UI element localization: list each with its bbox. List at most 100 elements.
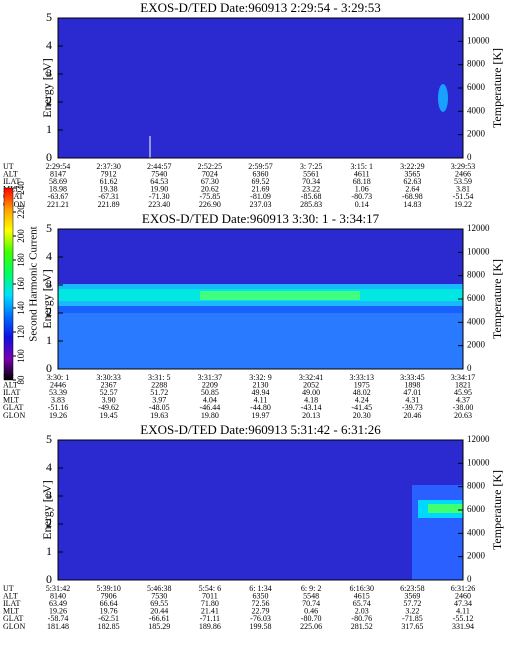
row-label: GLAT [3, 614, 24, 623]
table-cell: 3:31: 5 [148, 373, 170, 382]
colorbar-tick-label: 200 [16, 229, 26, 243]
y2-tick-label: 12000 [467, 223, 490, 233]
table-cell: 19.76 [100, 607, 118, 616]
table-cell: 53.39 [49, 388, 67, 397]
row-label: UT [3, 162, 14, 171]
table-cell: 223.40 [148, 200, 170, 209]
y-tick-label: 0 [46, 150, 52, 164]
table-cell: 7530 [151, 591, 167, 600]
y2-tick-label: 0 [467, 574, 472, 584]
colorbar-tick-label: 180 [16, 253, 26, 267]
feature [412, 485, 463, 580]
table-cell: -43.14 [301, 403, 322, 412]
table-cell: -66.61 [149, 614, 170, 623]
table-cell: 20.63 [454, 411, 472, 420]
table-cell: 3:15: 1 [351, 162, 373, 171]
row-label: ILAT [3, 388, 20, 397]
table-cell: 3:30: 1 [47, 373, 69, 382]
y-tick-label: 1 [46, 333, 52, 347]
table-cell: 7011 [202, 591, 218, 600]
table-cell: 20.46 [403, 411, 421, 420]
table-cell: -85.68 [301, 192, 322, 201]
table-cell: 3:33:45 [400, 373, 424, 382]
table-cell: 3565 [404, 169, 420, 178]
table-cell: 53.59 [454, 177, 472, 186]
table-cell: 21.69 [252, 185, 270, 194]
table-cell: 3.97 [152, 396, 166, 405]
table-cell: 47.01 [403, 388, 421, 397]
y2-tick-label: 6000 [467, 82, 486, 92]
y2-axis-title: Temperature [K] [490, 259, 504, 339]
table-cell: 51.72 [150, 388, 168, 397]
table-cell: 225.06 [300, 622, 322, 631]
table-cell: -71.85 [402, 614, 423, 623]
table-cell: -46.44 [200, 403, 221, 412]
plot-area [58, 440, 463, 580]
table-cell: 182.85 [98, 622, 120, 631]
table-cell: 1975 [354, 380, 370, 389]
colorbar-tick-label: 100 [16, 349, 26, 363]
table-cell: 6:23:58 [400, 584, 424, 593]
y-tick-label: 3 [46, 488, 52, 502]
table-cell: 69.52 [252, 177, 270, 186]
y2-tick-label: 0 [467, 363, 472, 373]
table-cell: 19.22 [454, 200, 472, 209]
row-label: GLAT [3, 192, 24, 201]
table-cell: 285.83 [300, 200, 322, 209]
colorbar [3, 187, 14, 381]
table-cell: 3.90 [102, 396, 116, 405]
table-cell: 3:30:33 [96, 373, 120, 382]
table-cell: -38.00 [453, 403, 474, 412]
table-cell: 47.34 [454, 599, 472, 608]
table-cell: 19.97 [252, 411, 270, 420]
table-cell: 4611 [354, 169, 370, 178]
table-cell: 7024 [202, 169, 218, 178]
table-cell: 4.37 [456, 396, 470, 405]
table-cell: 6:16:30 [350, 584, 374, 593]
table-cell: 23.22 [302, 185, 320, 194]
table-cell: 4.11 [254, 396, 268, 405]
table-cell: 49.00 [302, 388, 320, 397]
y2-tick-label: 4000 [467, 527, 486, 537]
table-cell: 5548 [303, 591, 319, 600]
table-cell: 57.72 [403, 599, 421, 608]
table-cell: 2:37:30 [96, 162, 120, 171]
colorbar-tick-label: 120 [16, 325, 26, 339]
table-cell: 2367 [101, 380, 117, 389]
y2-tick-label: 12000 [467, 434, 490, 444]
table-cell: 185.29 [148, 622, 170, 631]
table-cell: 7906 [101, 591, 117, 600]
table-cell: 3.83 [51, 396, 65, 405]
table-cell: 3:29:53 [451, 162, 475, 171]
table-cell: -51.16 [48, 403, 69, 412]
table-cell: 3: 7:25 [300, 162, 322, 171]
table-cell: 65.74 [353, 599, 371, 608]
y2-tick-label: 2000 [467, 129, 486, 139]
y2-tick-label: 10000 [467, 35, 490, 45]
table-cell: 5:31:42 [46, 584, 70, 593]
feature [438, 84, 448, 112]
table-cell: 6: 1:34 [249, 584, 271, 593]
table-cell: 64.53 [150, 177, 168, 186]
table-cell: 8140 [50, 591, 66, 600]
y-tick-label: 1 [46, 544, 52, 558]
table-cell: -44.80 [250, 403, 271, 412]
table-cell: 19.90 [150, 185, 168, 194]
table-cell: 61.62 [100, 177, 118, 186]
y2-tick-label: 10000 [467, 246, 490, 256]
table-cell: 1898 [404, 380, 420, 389]
table-cell: 6: 9: 2 [301, 584, 321, 593]
table-cell: 2209 [202, 380, 218, 389]
y2-tick-label: 6000 [467, 504, 486, 514]
colorbar-tick-label: 240 [16, 181, 26, 195]
table-cell: 19.26 [49, 607, 67, 616]
y-axis-title: Energy [eV] [40, 480, 54, 539]
table-cell: 2:52:25 [198, 162, 222, 171]
table-cell: -49.62 [98, 403, 119, 412]
table-cell: 3:34:17 [451, 373, 475, 382]
chart-title: EXOS-D/TED Date:960913 3:30: 1 - 3:34:17 [142, 211, 380, 226]
row-label: GLON [3, 200, 25, 209]
table-cell: 63.49 [49, 599, 67, 608]
table-cell: 7912 [101, 169, 117, 178]
table-cell: -68.98 [402, 192, 423, 201]
